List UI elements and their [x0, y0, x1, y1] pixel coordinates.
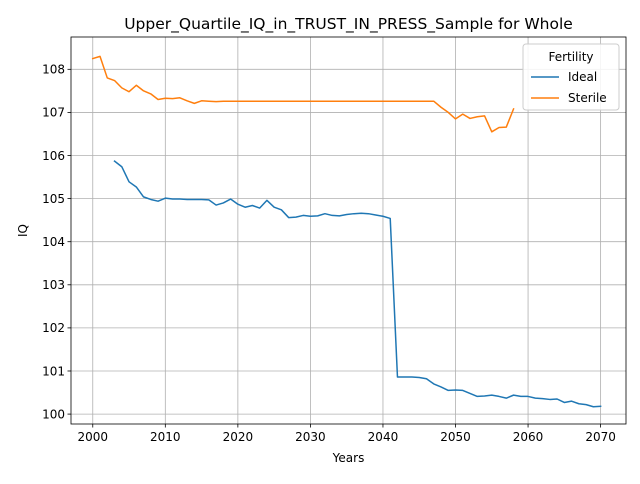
y-axis-ticks: 100 101 102 103 104 105 106 107 108 — [42, 63, 71, 421]
legend-title: Fertility — [548, 50, 593, 64]
legend-label-ideal: Ideal — [568, 70, 597, 84]
x-tick-label: 2070 — [585, 430, 616, 444]
y-tick-label: 108 — [42, 63, 65, 77]
legend-label-sterile: Sterile — [568, 91, 607, 105]
series-line-sterile — [91, 55, 515, 133]
series-lines — [91, 55, 602, 408]
legend-items: Ideal Sterile — [531, 70, 607, 105]
series-line-ideal — [113, 160, 602, 408]
x-tick-label: 2020 — [223, 430, 254, 444]
y-tick-label: 105 — [42, 192, 65, 206]
x-axis-label: Years — [332, 451, 365, 465]
y-axis-label: IQ — [16, 224, 30, 237]
y-tick-label: 107 — [42, 106, 65, 120]
x-tick-label: 2060 — [513, 430, 544, 444]
x-tick-label: 2050 — [440, 430, 471, 444]
x-tick-label: 2000 — [77, 430, 108, 444]
x-tick-label: 2010 — [150, 430, 181, 444]
y-tick-label: 100 — [42, 407, 65, 421]
x-tick-label: 2040 — [368, 430, 399, 444]
legend-box — [522, 43, 620, 111]
y-tick-label: 103 — [42, 278, 65, 292]
chart-title: Upper_Quartile_IQ_in_TRUST_IN_PRESS_Samp… — [124, 15, 573, 34]
plot-frame — [70, 36, 627, 425]
y-tick-label: 106 — [42, 149, 65, 163]
legend: Fertility Ideal Sterile — [522, 43, 620, 111]
y-tick-label: 101 — [42, 364, 65, 378]
y-tick-label: 102 — [42, 321, 65, 335]
y-tick-label: 104 — [42, 235, 65, 249]
x-tick-label: 2030 — [295, 430, 326, 444]
x-axis-ticks: 2000 2010 2020 2030 2040 2050 2060 2070 — [77, 424, 616, 444]
grid-lines — [71, 37, 626, 424]
